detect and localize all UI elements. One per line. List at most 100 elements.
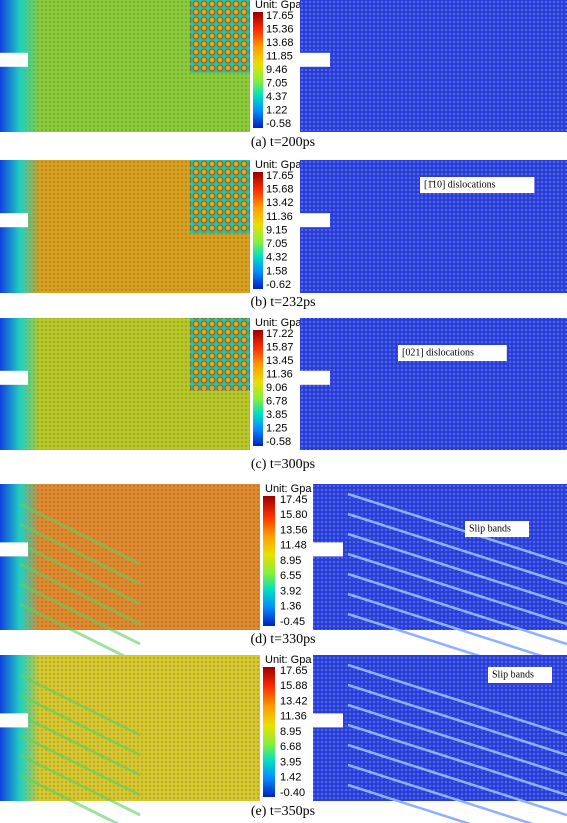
colorbar-tick-label: 15.36 xyxy=(266,23,294,35)
colorbar-tick-label: 11.48 xyxy=(280,540,307,552)
colorbar-tick-label: 15.88 xyxy=(280,680,308,692)
colorbar xyxy=(253,12,263,128)
colorbar-tick-label: -0.45 xyxy=(280,616,305,628)
colorbar-tick-label: 6.68 xyxy=(280,741,301,753)
slip-band xyxy=(19,753,141,817)
slip-band xyxy=(347,572,567,646)
colorbar-tick-label: 11.36 xyxy=(266,368,293,380)
inset-atoms xyxy=(190,0,250,73)
slip-band xyxy=(19,582,141,646)
notch xyxy=(300,213,330,228)
slip-band xyxy=(347,532,567,606)
colorbar-tick-label: 8.95 xyxy=(280,555,301,567)
annotation-box xyxy=(398,345,507,361)
slip-band xyxy=(347,723,567,797)
slip-band xyxy=(347,743,567,817)
colorbar-tick-label: 3.85 xyxy=(266,409,287,421)
annotation-box xyxy=(420,177,535,193)
notch xyxy=(300,52,330,67)
edge-zone xyxy=(0,655,40,801)
colorbar-tick-label: 13.42 xyxy=(280,695,308,707)
colorbar-tick-label: 9.46 xyxy=(266,64,287,76)
colorbar xyxy=(253,330,263,446)
notch xyxy=(313,542,343,557)
colorbar xyxy=(263,667,275,797)
caption: (e) t=350ps xyxy=(251,804,315,819)
edge-zone xyxy=(0,484,40,630)
notch xyxy=(0,542,28,557)
annotation-box xyxy=(488,667,552,683)
colorbar-tick-label: 1.25 xyxy=(266,422,287,434)
colorbar-tick-label: 4.37 xyxy=(266,91,287,103)
colorbar-tick-label: 4.32 xyxy=(266,252,287,264)
slip-band xyxy=(19,773,120,823)
colorbar-tick-label: 1.36 xyxy=(280,601,301,613)
colorbar-tick-label: 17.65 xyxy=(280,665,308,677)
slip-band xyxy=(347,592,567,666)
atom-texture xyxy=(313,484,567,630)
colorbar-tick-label: -0.62 xyxy=(266,279,291,291)
colorbar-unit: Unit: Gpa xyxy=(255,159,302,171)
colorbar-tick-label: 17.45 xyxy=(280,494,308,506)
slip-band xyxy=(347,492,567,566)
slip-band xyxy=(347,512,567,586)
colorbar-tick-label: 13.56 xyxy=(280,524,308,536)
annotation-box xyxy=(465,521,529,537)
annotation: Slip bands xyxy=(492,669,534,680)
colorbar-tick-label: 7.05 xyxy=(266,238,287,250)
colorbar-tick-label: 13.68 xyxy=(266,37,294,49)
colorbar-unit: Unit: Gpa xyxy=(255,0,302,11)
colorbar-tick-label: 9.15 xyxy=(266,224,287,236)
colorbar-tick-label: 3.95 xyxy=(280,756,301,768)
notch xyxy=(0,213,28,228)
colorbar-tick-label: 1.22 xyxy=(266,104,287,116)
colorbar-tick-label: 1.58 xyxy=(266,265,287,277)
inset-atoms xyxy=(190,318,250,391)
inset-atoms xyxy=(190,160,250,234)
notch xyxy=(0,52,28,67)
colorbar-tick-label: -0.40 xyxy=(280,787,305,799)
colorbar-tick-label: 6.55 xyxy=(280,570,301,582)
atom-texture xyxy=(300,318,567,450)
notch xyxy=(313,713,343,728)
colorbar-tick-label: 7.05 xyxy=(266,77,287,89)
slip-band xyxy=(347,663,567,737)
slip-band xyxy=(347,783,471,823)
colorbar-tick-label: 15.87 xyxy=(266,341,294,353)
colorbar-unit: Unit: Gpa xyxy=(265,654,312,666)
colorbar-tick-label: 11.36 xyxy=(280,711,307,723)
slip-band xyxy=(347,763,534,823)
annotation: Slip bands xyxy=(469,523,511,534)
colorbar-tick-label: 9.06 xyxy=(266,382,287,394)
colorbar xyxy=(263,496,275,626)
colorbar-tick-label: 11.85 xyxy=(266,50,293,62)
slip-band xyxy=(19,602,141,666)
notch xyxy=(0,370,28,385)
slip-band xyxy=(19,693,141,757)
colorbar-tick-label: 3.92 xyxy=(280,585,301,597)
notch xyxy=(0,713,28,728)
caption: (c) t=300ps xyxy=(251,457,315,472)
notch xyxy=(300,370,330,385)
slip-band xyxy=(19,542,141,606)
colorbar-tick-label: 1.42 xyxy=(280,772,301,784)
slip-band xyxy=(19,562,141,626)
colorbar-tick-label: 13.45 xyxy=(266,355,294,367)
annotation: [021] dislocations xyxy=(402,347,474,358)
slip-band xyxy=(347,703,567,777)
colorbar-tick-label: -0.58 xyxy=(266,436,291,448)
slip-band xyxy=(347,552,567,626)
slip-band xyxy=(19,502,141,566)
slip-band xyxy=(19,713,141,777)
annotation: [1̄10] dislocations xyxy=(424,179,496,190)
colorbar-tick-label: 15.68 xyxy=(266,184,294,196)
colorbar-tick-label: 6.78 xyxy=(266,395,287,407)
colorbar-tick-label: 17.65 xyxy=(266,170,294,182)
colorbar-tick-label: 17.22 xyxy=(266,328,294,340)
colorbar-unit: Unit: Gpa xyxy=(255,317,302,329)
slip-band xyxy=(347,683,567,757)
colorbar-tick-label: 11.36 xyxy=(266,211,293,223)
colorbar-tick-label: -0.58 xyxy=(266,118,291,130)
colorbar-tick-label: 15.80 xyxy=(280,509,308,521)
